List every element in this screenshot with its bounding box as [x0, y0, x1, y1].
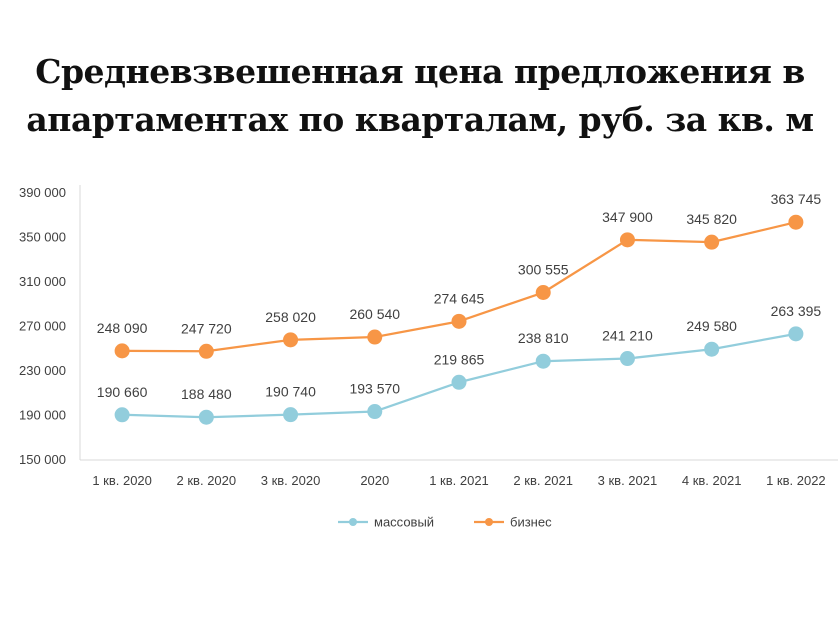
data-point: [788, 326, 804, 342]
y-tick-label: 190 000: [19, 408, 66, 423]
y-tick-label: 390 000: [19, 185, 66, 200]
data-label: 347 900: [602, 209, 653, 225]
data-label: 363 745: [771, 191, 822, 207]
series-layer: 190 660 188 480 190 740 193 570 219 865 238 8…: [97, 191, 822, 425]
data-label: 249 580: [686, 318, 737, 334]
data-label: 188 480: [181, 386, 232, 402]
x-tick-label: 1 кв. 2021: [429, 473, 489, 488]
x-tick-label: 2 кв. 2020: [177, 473, 237, 488]
x-tick-label: 1 кв. 2022: [766, 473, 826, 488]
data-label: 241 210: [602, 328, 653, 344]
data-point: [451, 374, 467, 390]
data-point: [198, 409, 214, 425]
data-label: 193 570: [349, 381, 400, 397]
legend-label: массовый: [374, 515, 434, 530]
data-label: 248 090: [97, 320, 148, 336]
y-tick-label: 270 000: [19, 319, 66, 334]
data-label: 238 810: [518, 330, 569, 346]
data-point: [283, 407, 299, 423]
data-label: 345 820: [686, 211, 737, 227]
legend-label: бизнес: [510, 515, 552, 530]
x-tick-label: 3 кв. 2020: [261, 473, 321, 488]
data-point: [367, 404, 383, 420]
data-label: 219 865: [434, 351, 485, 367]
x-tick-label: 1 кв. 2020: [92, 473, 152, 488]
data-point: [704, 341, 720, 357]
data-label: 258 020: [265, 309, 316, 325]
y-tick-label: 310 000: [19, 274, 66, 289]
data-label: 247 720: [181, 320, 232, 336]
legend-item-mass: массовый: [338, 515, 434, 530]
data-point: [704, 234, 720, 250]
legend-marker: [349, 518, 357, 526]
data-point: [619, 351, 635, 367]
data-label: 300 555: [518, 262, 569, 278]
data-label: 190 740: [265, 384, 316, 400]
data-label: 260 540: [349, 306, 400, 322]
data-point: [535, 353, 551, 369]
x-tick-label: 2020: [360, 473, 389, 488]
data-point: [114, 407, 130, 423]
data-point: [114, 343, 130, 359]
chart-title-line-2: апартаментах по кварталам, руб. за кв. м: [26, 100, 814, 139]
x-tick-label: 2 кв. 2021: [513, 473, 573, 488]
legend-item-business: бизнес: [474, 515, 552, 530]
data-point: [367, 329, 383, 345]
data-label: 274 645: [434, 290, 485, 306]
data-point: [619, 232, 635, 248]
legend-marker: [485, 518, 493, 526]
chart-title: Средневзвешенная цена предложения в апар…: [0, 48, 840, 144]
x-tick-label: 4 кв. 2021: [682, 473, 742, 488]
data-point: [198, 343, 214, 359]
chart-title-line-1: Средневзвешенная цена предложения в: [35, 52, 805, 91]
data-point: [788, 214, 804, 230]
y-tick-label: 230 000: [19, 363, 66, 378]
y-tick-label: 150 000: [19, 452, 66, 467]
x-axis: 1 кв. 2020 2 кв. 2020 3 кв. 2020 2020 1 кв. …: [80, 459, 838, 488]
y-tick-label: 350 000: [19, 230, 66, 245]
data-point: [451, 313, 467, 329]
data-label: 263 395: [771, 303, 822, 319]
series-business: 248 090 247 720 258 020 260 540 274 645 300 5…: [97, 191, 822, 359]
x-tick-label: 3 кв. 2021: [598, 473, 658, 488]
data-label: 190 660: [97, 384, 148, 400]
legend: массовый бизнес: [338, 515, 552, 530]
y-axis: 150 000 190 000 230 000 270 000 310 000 350 0…: [19, 185, 81, 467]
data-point: [283, 332, 299, 348]
data-point: [535, 285, 551, 301]
series-mass: 190 660 188 480 190 740 193 570 219 865 238 8…: [97, 303, 822, 425]
